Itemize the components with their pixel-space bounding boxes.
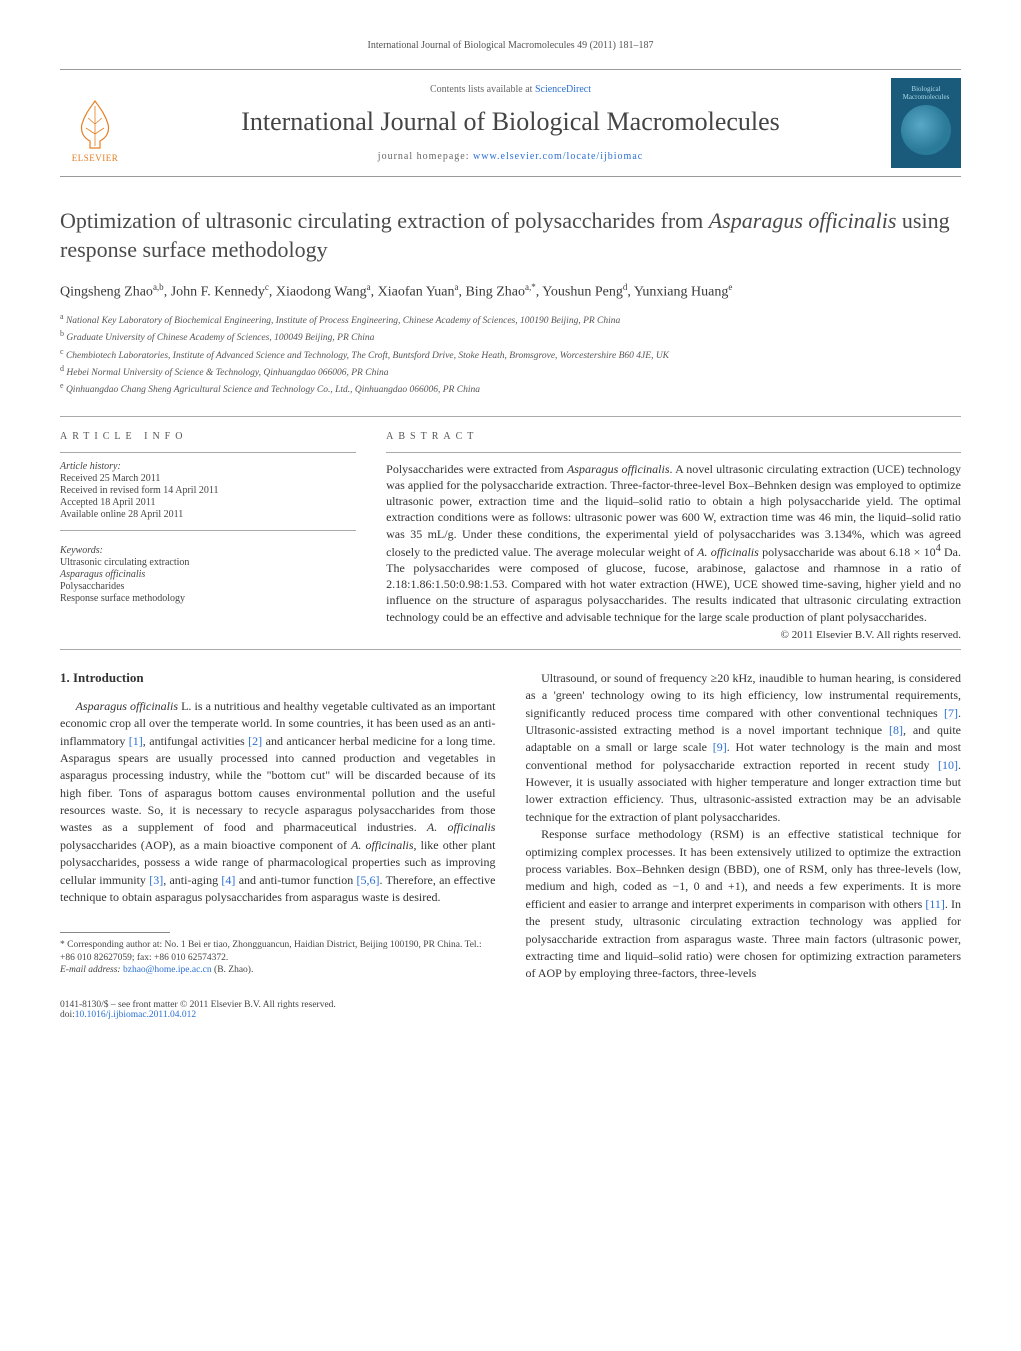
intro-text-left: Asparagus officinalis L. is a nutritious… [60,698,496,907]
history-accepted: Accepted 18 April 2011 [60,497,356,508]
journal-masthead: ELSEVIER Contents lists available at Sci… [60,69,961,177]
abstract-heading: abstract [386,431,961,442]
abstract-text: Polysaccharides were extracted from Aspa… [386,461,961,625]
contents-prefix: Contents lists available at [430,84,535,95]
intro-para-3: Response surface methodology (RSM) is an… [526,826,962,983]
corr-author-email-line: E-mail address: bzhao@home.ipe.ac.cn (B.… [60,964,496,976]
author-list: Qingsheng Zhaoa,b, John F. Kennedyc, Xia… [60,282,961,301]
corr-author-email-link[interactable]: bzhao@home.ipe.ac.cn [123,965,212,975]
cover-label: Biological Macromolecules [903,86,950,101]
running-header: International Journal of Biological Macr… [60,40,961,51]
divider [386,452,961,453]
abstract-block: abstract Polysaccharides were extracted … [386,431,961,641]
email-suffix: (B. Zhao). [212,965,254,975]
intro-para-2: Ultrasound, or sound of frequency ≥20 kH… [526,670,962,827]
divider [60,649,961,650]
doi-link[interactable]: 10.1016/j.ijbiomac.2011.04.012 [75,1010,196,1020]
cover-art-icon [901,105,951,155]
body-two-column: 1. Introduction Asparagus officinalis L.… [60,670,961,1021]
divider [60,530,356,531]
email-label: E-mail address: [60,965,123,975]
keyword-2: Asparagus officinalis [60,569,356,580]
history-received: Received 25 March 2011 [60,473,356,484]
footnote-rule [60,932,170,933]
doi-line: doi:10.1016/j.ijbiomac.2011.04.012 [60,1010,496,1020]
front-matter-line: 0141-8130/$ – see front matter © 2011 El… [60,1000,496,1010]
publisher-label: ELSEVIER [72,153,119,163]
article-info-block: article info Article history: Received 2… [60,431,356,641]
journal-cover-thumbnail: Biological Macromolecules [891,78,961,168]
abstract-copyright: © 2011 Elsevier B.V. All rights reserved… [386,629,961,641]
journal-homepage-line: journal homepage: www.elsevier.com/locat… [130,151,891,162]
affiliation-c: c Chembiotech Laboratories, Institute of… [60,346,961,363]
keyword-3: Polysaccharides [60,581,356,592]
article-title: Optimization of ultrasonic circulating e… [60,207,961,264]
journal-homepage-link[interactable]: www.elsevier.com/locate/ijbiomac [473,151,643,162]
divider [60,416,961,417]
intro-text-right: Ultrasound, or sound of frequency ≥20 kH… [526,670,962,983]
contents-available-line: Contents lists available at ScienceDirec… [130,84,891,95]
article-history-title: Article history: [60,461,356,472]
cover-label-line2: Macromolecules [903,93,950,101]
corresponding-author-footnote: * Corresponding author at: No. 1 Bei er … [60,939,496,976]
affiliation-d: d Hebei Normal University of Science & T… [60,363,961,380]
keywords-title: Keywords: [60,545,356,556]
history-online: Available online 28 April 2011 [60,509,356,520]
affiliations: a National Key Laboratory of Biochemical… [60,311,961,398]
affiliation-e: e Qinhuangdao Chang Sheng Agricultural S… [60,380,961,397]
keyword-1: Ultrasonic circulating extraction [60,557,356,568]
affiliation-b: b Graduate University of Chinese Academy… [60,328,961,345]
intro-para-1: Asparagus officinalis L. is a nutritious… [60,698,496,907]
footer-block: 0141-8130/$ – see front matter © 2011 El… [60,1000,496,1020]
homepage-prefix: journal homepage: [378,151,473,162]
journal-title: International Journal of Biological Macr… [130,107,891,137]
article-info-heading: article info [60,431,356,442]
body-col-left: 1. Introduction Asparagus officinalis L.… [60,670,496,1021]
divider [60,452,356,453]
corr-author-text: * Corresponding author at: No. 1 Bei er … [60,939,496,964]
keyword-4: Response surface methodology [60,593,356,604]
section-heading-introduction: 1. Introduction [60,670,496,686]
body-col-right: Ultrasound, or sound of frequency ≥20 kH… [526,670,962,1021]
elsevier-tree-icon [70,96,120,151]
doi-prefix: doi: [60,1010,75,1020]
history-revised: Received in revised form 14 April 2011 [60,485,356,496]
sciencedirect-link[interactable]: ScienceDirect [535,84,591,95]
affiliation-a: a National Key Laboratory of Biochemical… [60,311,961,328]
publisher-logo: ELSEVIER [60,83,130,163]
